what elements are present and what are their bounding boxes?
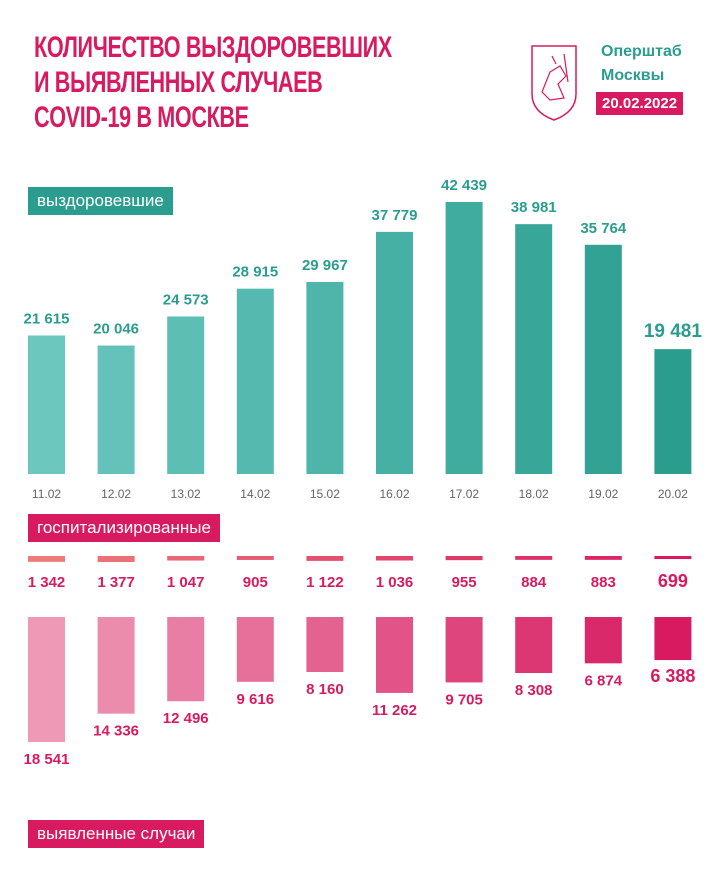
hospitalized-bar — [584, 556, 622, 560]
title-line: КОЛИЧЕСТВО ВЫЗДОРОВЕВШИХ — [34, 31, 392, 64]
hospitalized-value-label: 1 342 — [28, 574, 66, 591]
hospitalized-bar — [167, 556, 205, 561]
recovered-bar — [584, 244, 622, 474]
cases-bar — [306, 617, 344, 673]
hospitalized-value-label: 884 — [521, 574, 547, 591]
cases-bar — [515, 617, 553, 674]
recovered-bar — [97, 345, 135, 474]
date-tick-label: 19.02 — [588, 487, 618, 501]
cases-value-label: 18 541 — [24, 751, 70, 768]
hospitalized-value-label: 699 — [658, 571, 688, 591]
hospitalized-bar — [97, 556, 135, 562]
recovered-bar — [515, 224, 553, 474]
hospitalized-bar — [445, 556, 483, 561]
date-tick-label: 16.02 — [379, 487, 409, 501]
hospitalized-bar — [28, 556, 65, 562]
hospitalized-bar — [654, 556, 692, 560]
recovered-value-label: 42 439 — [441, 177, 487, 194]
hospitalized-bar — [515, 556, 553, 560]
cases-bar — [445, 617, 483, 683]
recovered-label: выздоровевшие — [28, 187, 173, 215]
date-badge: 20.02.2022 — [596, 92, 684, 115]
cases-bar — [97, 617, 135, 714]
moscow-coat-of-arms-icon — [531, 45, 577, 121]
organization-name: Оперштаб Москвы — [601, 40, 682, 88]
date-tick-label: 11.02 — [32, 487, 61, 501]
cases-bar — [236, 617, 274, 682]
recovered-value-label: 20 046 — [93, 321, 139, 338]
recovered-value-label: 24 573 — [163, 292, 209, 309]
hospitalized-value-label: 1 047 — [167, 574, 205, 591]
cases-value-label: 8 160 — [306, 681, 344, 698]
cases-value-label: 6 874 — [585, 672, 623, 689]
recovered-value-label: 38 981 — [511, 199, 557, 216]
cases-label: выявленные случаи — [28, 820, 205, 848]
cases-bar — [584, 617, 622, 664]
date-tick-label: 20.02 — [658, 487, 688, 501]
cases-bar — [167, 617, 205, 702]
date-tick-label: 18.02 — [519, 487, 549, 501]
cases-value-label: 6 388 — [650, 666, 695, 686]
cases-value-label: 9 616 — [237, 691, 275, 708]
hospitalized-value-label: 1 377 — [97, 574, 135, 591]
recovered-value-label: 29 967 — [302, 257, 348, 274]
cases-value-label: 9 705 — [445, 691, 483, 708]
hospitalized-label: госпитализированные — [28, 514, 220, 542]
recovered-value-label: 28 915 — [232, 264, 278, 281]
recovered-bar — [445, 202, 483, 474]
cases-bar — [28, 617, 65, 742]
hospitalized-bar — [236, 556, 274, 560]
date-tick-label: 14.02 — [240, 487, 270, 501]
hospitalized-bar — [306, 556, 344, 561]
date-tick-label: 15.02 — [310, 487, 340, 501]
hospitalized-value-label: 1 036 — [376, 574, 414, 591]
hospitalized-value-label: 905 — [243, 574, 268, 591]
hospitalized-value-label: 955 — [452, 574, 477, 591]
date-tick-label: 12.02 — [101, 487, 131, 501]
date-tick-label: 13.02 — [171, 487, 201, 501]
cases-value-label: 14 336 — [93, 723, 139, 740]
title-line: И ВЫЯВЛЕННЫХ СЛУЧАЕВ — [34, 66, 323, 99]
recovered-value-label: 21 615 — [24, 310, 70, 327]
cases-value-label: 11 262 — [372, 702, 417, 719]
recovered-value-label: 19 481 — [644, 321, 703, 342]
recovered-bar — [306, 281, 344, 474]
cases-value-label: 12 496 — [163, 710, 209, 727]
recovered-value-label: 37 779 — [372, 207, 418, 224]
recovered-bar — [167, 316, 205, 474]
hospitalized-bar — [376, 556, 413, 561]
recovered-bar — [28, 335, 65, 474]
org-line: Оперштаб — [601, 43, 682, 60]
hospitalized-value-label: 1 122 — [306, 574, 344, 591]
cases-value-label: 8 308 — [515, 682, 553, 699]
recovered-bar — [654, 349, 692, 474]
recovered-bar — [236, 288, 274, 474]
org-line: Москвы — [601, 67, 665, 84]
recovered-bar — [376, 231, 413, 474]
page-title: КОЛИЧЕСТВО ВЫЗДОРОВЕВШИХ И ВЫЯВЛЕННЫХ СЛ… — [34, 30, 392, 135]
hospitalized-value-label: 883 — [591, 574, 616, 591]
cases-bar — [654, 617, 692, 661]
cases-bar — [376, 617, 413, 693]
recovered-value-label: 35 764 — [580, 220, 627, 237]
date-tick-label: 17.02 — [449, 487, 479, 501]
title-line: COVID-19 В МОСКВЕ — [34, 101, 249, 134]
